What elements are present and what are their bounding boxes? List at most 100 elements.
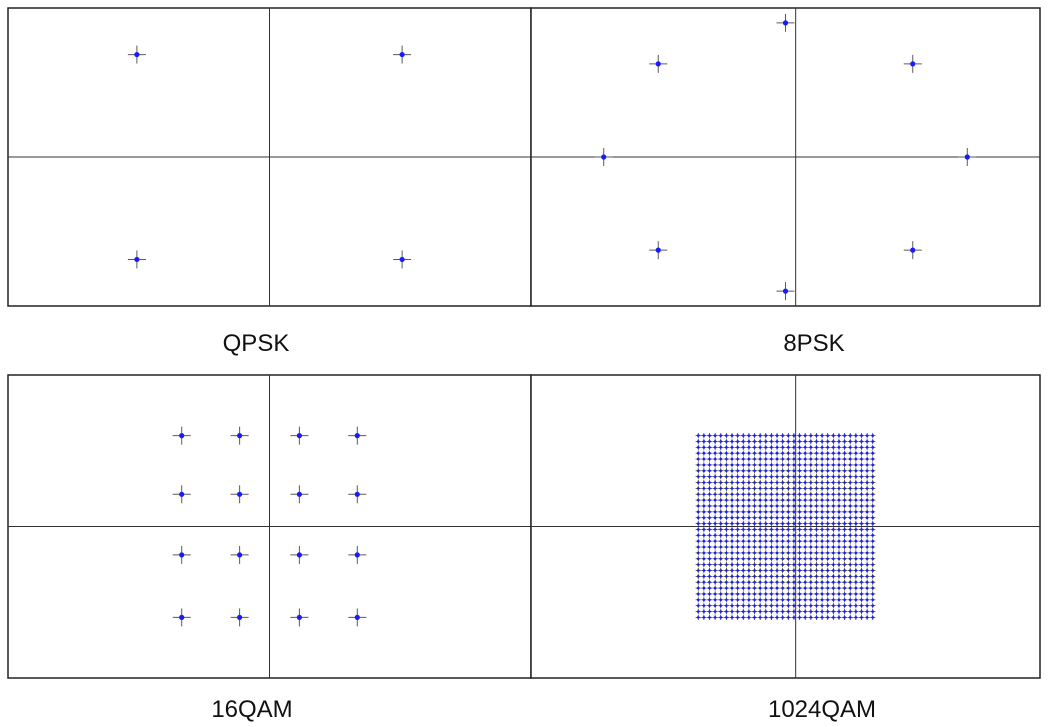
point-dot [708, 604, 711, 607]
point-dot [871, 498, 875, 502]
point-dot [237, 433, 243, 439]
constellation-point [836, 550, 842, 556]
constellation-point [718, 509, 724, 515]
constellation-point [864, 597, 870, 603]
point-dot [747, 481, 751, 484]
point-dot [803, 528, 807, 531]
point-dot [764, 457, 768, 461]
point-dot [725, 510, 728, 514]
point-dot [803, 616, 807, 619]
constellation-point [695, 614, 701, 620]
constellation-point [830, 538, 836, 544]
constellation-point [695, 509, 701, 515]
constellation-point [836, 526, 842, 533]
point-dot [798, 469, 801, 473]
constellation-point [718, 591, 724, 597]
constellation-point [847, 538, 853, 544]
point-dot [781, 557, 784, 561]
point-dot [787, 616, 790, 619]
point-dot [775, 504, 779, 508]
constellation-point [847, 562, 853, 568]
point-dot [713, 522, 717, 525]
point-dot [832, 487, 835, 490]
constellation-point [825, 444, 831, 450]
constellation-point [230, 608, 249, 627]
point-dot [865, 434, 869, 437]
point-dot [792, 610, 796, 613]
point-dot [871, 487, 875, 490]
point-dot [848, 545, 852, 549]
constellation-point [757, 567, 763, 574]
constellation-point [802, 603, 808, 609]
point-dot [747, 440, 751, 443]
point-dot [764, 528, 768, 531]
point-dot [719, 475, 723, 478]
constellation-point [735, 532, 741, 538]
constellation-point [813, 579, 820, 585]
constellation-point [723, 567, 729, 574]
constellation-point [858, 573, 865, 579]
constellation-point [847, 503, 853, 509]
point-dot [770, 533, 773, 537]
constellation-point [594, 148, 613, 166]
point-dot [696, 498, 700, 502]
constellation-point [701, 573, 707, 579]
constellation-point [808, 497, 814, 503]
point-dot [730, 539, 734, 543]
point-dot [803, 580, 807, 584]
point-dot [848, 604, 852, 607]
point-dot [770, 586, 773, 590]
constellation-point [751, 520, 758, 527]
constellation-point [723, 597, 729, 603]
constellation-point [847, 491, 853, 497]
point-dot [655, 247, 661, 253]
point-dot [803, 533, 807, 537]
point-dot [843, 586, 846, 590]
constellation-point [768, 550, 775, 556]
point-dot [736, 533, 739, 537]
point-dot [803, 551, 807, 555]
point-dot [764, 545, 768, 549]
point-dot [798, 557, 801, 561]
constellation-point [864, 444, 870, 450]
constellation-point [864, 562, 870, 568]
point-dot [809, 463, 813, 467]
constellation-point [751, 550, 758, 556]
constellation-point [802, 520, 808, 527]
point-dot [854, 440, 858, 443]
constellation-point [768, 444, 775, 450]
constellation-point [847, 556, 853, 562]
constellation-point [836, 603, 842, 609]
point-dot [815, 510, 818, 514]
constellation-point [830, 608, 836, 615]
point-dot [781, 592, 784, 596]
point-dot [865, 457, 869, 461]
point-dot [696, 557, 700, 561]
constellation-point [842, 509, 848, 515]
constellation-point [746, 444, 752, 450]
constellation-point [740, 497, 746, 503]
point-dot [696, 598, 700, 602]
constellation-point [751, 562, 758, 568]
point-dot [787, 557, 790, 561]
constellation-point [791, 462, 797, 468]
constellation-point [774, 597, 780, 603]
constellation-point [853, 509, 859, 515]
point-dot [843, 522, 846, 525]
point-dot [719, 510, 723, 514]
constellation-point [780, 450, 786, 456]
constellation-point [808, 485, 814, 491]
constellation-point [853, 603, 859, 609]
constellation-point [842, 591, 848, 597]
point-dot [848, 434, 852, 437]
point-dot [713, 469, 717, 473]
point-dot [741, 487, 745, 490]
constellation-point [813, 603, 820, 609]
point-dot [848, 539, 852, 543]
constellation-point [723, 456, 729, 462]
point-dot [798, 504, 801, 508]
constellation-point [796, 550, 803, 556]
point-dot [826, 510, 830, 514]
constellation-point [776, 13, 795, 32]
constellation-point [780, 509, 786, 515]
